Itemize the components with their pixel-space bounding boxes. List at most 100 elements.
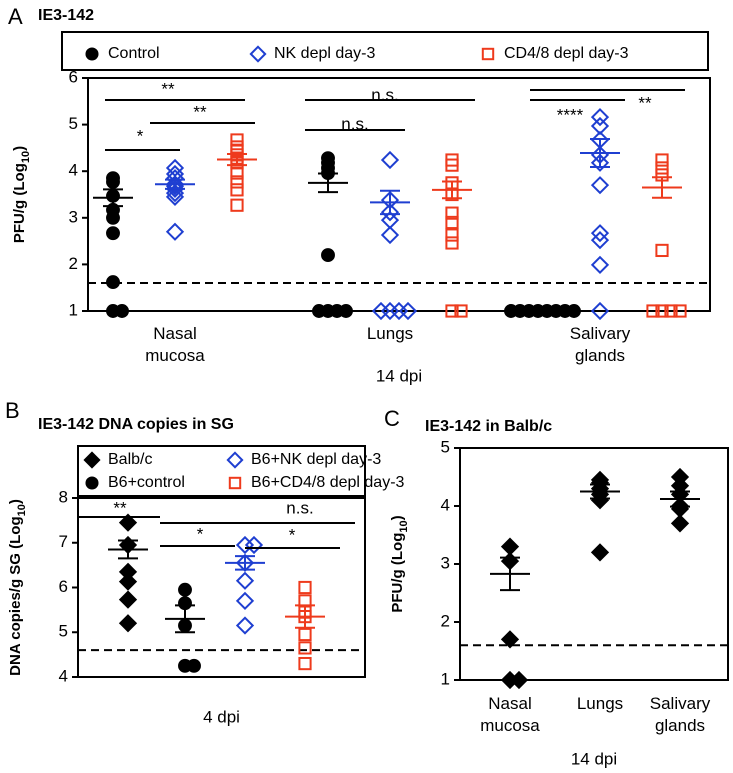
- point: [118, 572, 138, 591]
- significance-label: **: [193, 102, 207, 121]
- legend-box: [77, 445, 366, 497]
- y-axis-label: DNA copies/g SG (Log10): [7, 499, 28, 676]
- legend-label: Balb/c: [108, 451, 152, 468]
- point: [118, 590, 138, 609]
- point: [445, 215, 459, 230]
- point: [673, 304, 687, 318]
- x-axis-label: 4 dpi: [203, 707, 240, 726]
- point: [670, 514, 690, 533]
- point: [118, 614, 138, 633]
- point: [298, 641, 312, 655]
- legend-label: Control: [108, 45, 160, 62]
- point: [655, 153, 669, 167]
- legend-marker: [226, 451, 244, 469]
- y-axis-label-part: ): [11, 146, 28, 151]
- y-axis-label-part: 10: [398, 520, 410, 532]
- y-tick-label: 8: [59, 487, 68, 506]
- point: [590, 116, 610, 136]
- point: [504, 304, 518, 318]
- x-tick-label: Salivary glands: [650, 694, 711, 735]
- point: [235, 571, 255, 590]
- point: [445, 158, 459, 172]
- point: [165, 187, 185, 206]
- point: [567, 304, 581, 318]
- point: [165, 158, 185, 178]
- point: [590, 153, 610, 172]
- point: [165, 222, 185, 241]
- y-tick-label: 5: [59, 622, 68, 641]
- panel-title: IE3-142 in Balb/c: [425, 418, 552, 435]
- point: [165, 179, 185, 199]
- point: [230, 183, 244, 197]
- y-tick-label: 2: [441, 611, 450, 630]
- legend-marker: [83, 451, 101, 469]
- point: [106, 210, 120, 225]
- point: [244, 535, 264, 555]
- significance-label: n.s.: [286, 498, 313, 517]
- point: [398, 301, 418, 321]
- y-tick-label: 7: [59, 532, 68, 551]
- y-axis-label: PFU/g (Log10): [11, 146, 32, 243]
- point: [321, 248, 335, 263]
- panel-title: IE3-142 DNA copies in SG: [38, 416, 234, 433]
- point: [298, 627, 312, 642]
- point: [590, 108, 610, 127]
- point: [590, 224, 610, 243]
- point: [590, 543, 610, 562]
- significance-label: *: [289, 525, 296, 544]
- y-axis-label-part: 10: [20, 151, 32, 163]
- point: [445, 228, 459, 242]
- y-axis-label-part: 10: [16, 504, 28, 516]
- y-axis-label-part: PFU/g (Log: [11, 163, 28, 243]
- point: [187, 658, 201, 673]
- point: [106, 174, 120, 189]
- point: [590, 231, 610, 250]
- point: [106, 275, 120, 290]
- significance-label: n.s.: [341, 114, 368, 133]
- significance-label: *: [197, 524, 204, 543]
- point: [590, 301, 610, 321]
- point: [235, 591, 255, 611]
- point: [454, 304, 468, 318]
- y-tick-label: 5: [69, 114, 78, 133]
- point: [178, 582, 192, 597]
- point: [380, 203, 400, 222]
- point: [380, 225, 400, 245]
- point: [165, 183, 185, 203]
- point: [230, 175, 244, 189]
- legend-label: B6+NK depl day-3: [251, 451, 381, 468]
- significance-label: **: [161, 79, 175, 98]
- point: [371, 301, 391, 321]
- point: [235, 616, 255, 635]
- y-tick-label: 3: [441, 553, 450, 572]
- y-tick-label: 6: [69, 67, 78, 86]
- point: [115, 304, 129, 318]
- y-tick-label: 3: [69, 207, 78, 226]
- point: [230, 166, 244, 180]
- y-tick-label: 1: [441, 669, 450, 688]
- legend-marker: [481, 47, 495, 61]
- y-tick-label: 2: [69, 254, 78, 273]
- significance-label: n.s.: [371, 85, 398, 104]
- y-tick-label: 1: [69, 300, 78, 319]
- y-axis-label-part: PFU/g (Log: [389, 533, 406, 613]
- y-axis-label-part: DNA copies/g SG (Log: [7, 516, 24, 675]
- legend-label: B6+CD4/8 depl day-3: [251, 474, 405, 491]
- point: [230, 140, 244, 154]
- panel-label: A: [8, 4, 23, 29]
- point: [646, 304, 660, 318]
- point: [445, 236, 459, 250]
- panel-label: C: [384, 406, 400, 431]
- x-tick-label: Nasal mucosa: [145, 324, 205, 365]
- legend-marker: [85, 47, 99, 61]
- point: [118, 513, 138, 532]
- legend-marker: [249, 45, 267, 63]
- y-tick-label: 5: [441, 437, 450, 456]
- point: [509, 670, 529, 690]
- legend-label: NK depl day-3: [274, 45, 375, 62]
- panel-title: IE3-142: [38, 7, 94, 24]
- y-tick-label: 6: [59, 577, 68, 596]
- x-tick-label: Nasal mucosa: [480, 694, 540, 735]
